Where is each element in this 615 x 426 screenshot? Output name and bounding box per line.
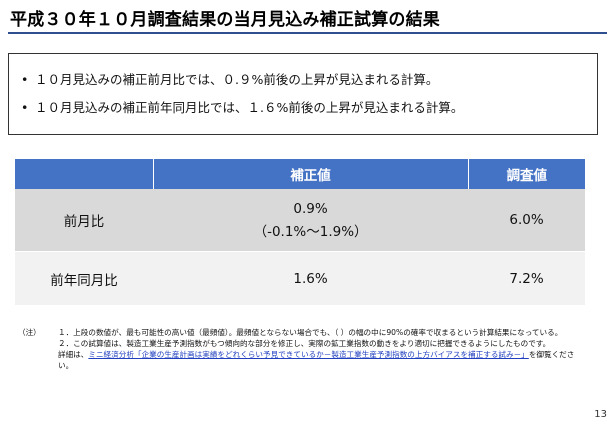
survey-value: 7.2%: [468, 251, 585, 305]
header-blank: [15, 159, 154, 189]
summary-item: • １０月見込みの補正前月比では、０.９%前後の上昇が見込まれる計算。: [21, 69, 438, 88]
footnote-2: ２．この試算値は、製造工業生産予測指数がもつ傾向的な部分を修正し、実際の鉱工業指…: [18, 338, 588, 349]
table-row: 前月比 0.9% （-0.1%～1.9%） 6.0%: [15, 189, 585, 252]
corrected-value: 0.9%: [293, 200, 328, 217]
summary-box: • １０月見込みの補正前月比では、０.９%前後の上昇が見込まれる計算。 • １０月見…: [8, 53, 598, 135]
page-number: 13: [594, 409, 607, 420]
table-header-row: 補正値 調査値: [15, 159, 585, 189]
note-text: ２．この試算値は、製造工業生産予測指数がもつ傾向的な部分を修正し、実際の鉱工業指…: [58, 339, 551, 348]
table-row: 前年同月比 1.6% 7.2%: [15, 251, 585, 305]
corrected-range: （-0.1%～1.9%）: [253, 223, 368, 240]
note-label: （注）: [18, 328, 41, 337]
report-link[interactable]: ミニ経済分析「企業の生産計画は実績をどれくらい予見できているか－製造工業生産予測…: [88, 350, 529, 359]
summary-item: • １０月見込みの補正前年同月比では、１.６%前後の上昇が見込まれる計算。: [21, 97, 463, 116]
bullet-icon: •: [21, 100, 29, 115]
bullet-icon: •: [21, 72, 29, 87]
summary-text: １０月見込みの補正前月比では、０.９%前後の上昇が見込まれる計算。: [35, 72, 439, 87]
header-survey: 調査値: [468, 159, 585, 189]
note-text: １．上段の数値が、最も可能性の高い値（最頻値）。最頻値とならない場合でも、（ ）…: [58, 328, 563, 337]
footnote-1: （注） １．上段の数値が、最も可能性の高い値（最頻値）。最頻値とならない場合でも…: [18, 327, 588, 338]
results-table: 補正値 調査値 前月比 0.9% （-0.1%～1.9%） 6.0% 前年同月比…: [15, 159, 585, 305]
note-prefix: 詳細は、: [58, 350, 89, 359]
note-suffix: を御覧ください。: [58, 350, 575, 370]
header-corrected: 補正値: [153, 159, 469, 189]
corrected-value: 1.6%: [153, 251, 469, 305]
survey-value: 6.0%: [468, 189, 585, 252]
corrected-cell: 0.9% （-0.1%～1.9%）: [153, 189, 469, 252]
row-label: 前年同月比: [15, 251, 153, 305]
footnotes: （注） １．上段の数値が、最も可能性の高い値（最頻値）。最頻値とならない場合でも…: [18, 327, 588, 371]
title-underline: [8, 32, 607, 34]
footnote-3: 詳細は、ミニ経済分析「企業の生産計画は実績をどれくらい予見できているか－製造工業…: [18, 349, 588, 371]
row-label: 前月比: [15, 189, 153, 252]
note-text: 詳細は、ミニ経済分析「企業の生産計画は実績をどれくらい予見できているか－製造工業…: [58, 349, 588, 371]
slide-title: 平成３０年１０月調査結果の当月見込み補正試算の結果: [10, 10, 440, 30]
summary-text: １０月見込みの補正前年同月比では、１.６%前後の上昇が見込まれる計算。: [35, 100, 464, 115]
